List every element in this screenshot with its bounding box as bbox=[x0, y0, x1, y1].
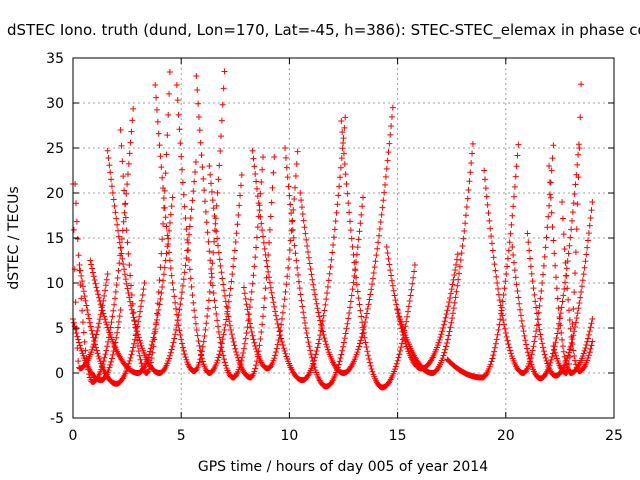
x-tick-label: 15 bbox=[389, 428, 407, 444]
y-tick-label: 10 bbox=[46, 276, 64, 292]
data-arc-25 bbox=[550, 81, 585, 376]
data-arc-19 bbox=[444, 141, 522, 381]
data-arc-16 bbox=[338, 118, 418, 391]
grid bbox=[73, 58, 614, 418]
data-point-markers bbox=[76, 262, 148, 387]
data-arc-12 bbox=[240, 148, 301, 372]
data-point-markers bbox=[206, 154, 278, 381]
data-series bbox=[70, 68, 596, 391]
data-point-markers bbox=[559, 199, 596, 375]
axis-ticks: 0 5 10 15 20 25 -5 0 5 10 15 20 25 30 35 bbox=[46, 51, 623, 444]
data-arc-13 bbox=[249, 114, 349, 384]
data-arc-5 bbox=[87, 194, 176, 376]
y-tick-label: -5 bbox=[50, 411, 64, 427]
x-tick-label: 10 bbox=[280, 428, 298, 444]
data-arc-24 bbox=[559, 199, 596, 375]
data-point-markers bbox=[87, 194, 176, 376]
data-arc-18 bbox=[394, 140, 476, 376]
x-tick-label: 0 bbox=[69, 428, 78, 444]
data-point-markers bbox=[282, 145, 366, 390]
data-point-markers bbox=[394, 140, 476, 376]
data-arc-9 bbox=[173, 82, 245, 376]
y-tick-label: 35 bbox=[46, 51, 64, 67]
x-tick-label: 25 bbox=[605, 428, 623, 444]
y-tick-label: 15 bbox=[46, 231, 64, 247]
y-tick-label: 20 bbox=[46, 186, 64, 202]
data-point-markers bbox=[383, 244, 461, 372]
data-arc-11 bbox=[206, 154, 278, 381]
data-point-markers bbox=[173, 82, 245, 376]
data-point-markers bbox=[240, 148, 301, 372]
data-point-markers bbox=[481, 142, 557, 376]
data-point-markers bbox=[338, 118, 418, 391]
data-arc-7 bbox=[117, 68, 173, 376]
y-tick-label: 30 bbox=[46, 96, 64, 112]
x-tick-label: 5 bbox=[177, 428, 186, 444]
y-tick-label: 25 bbox=[46, 141, 64, 157]
data-point-markers bbox=[152, 68, 228, 375]
data-point-markers bbox=[117, 68, 173, 376]
data-arc-14 bbox=[282, 145, 366, 390]
data-point-markers bbox=[249, 114, 349, 384]
y-tick-label: 0 bbox=[55, 366, 64, 382]
data-arc-15 bbox=[297, 104, 396, 376]
chart-title: dSTEC Iono. truth (dund, Lon=170, Lat=-4… bbox=[7, 21, 640, 40]
x-axis-label: GPS time / hours of day 005 of year 2014 bbox=[198, 459, 488, 475]
data-arc-4 bbox=[76, 262, 148, 387]
y-tick-label: 5 bbox=[55, 321, 64, 337]
data-arc-20 bbox=[481, 142, 557, 376]
data-point-markers bbox=[550, 81, 585, 376]
x-tick-label: 20 bbox=[497, 428, 515, 444]
data-point-markers bbox=[444, 141, 522, 381]
data-point-markers bbox=[297, 104, 396, 376]
data-arc-17 bbox=[383, 244, 461, 372]
data-arc-8 bbox=[152, 68, 228, 375]
y-axis-label: dSTEC / TECUs bbox=[6, 186, 22, 289]
